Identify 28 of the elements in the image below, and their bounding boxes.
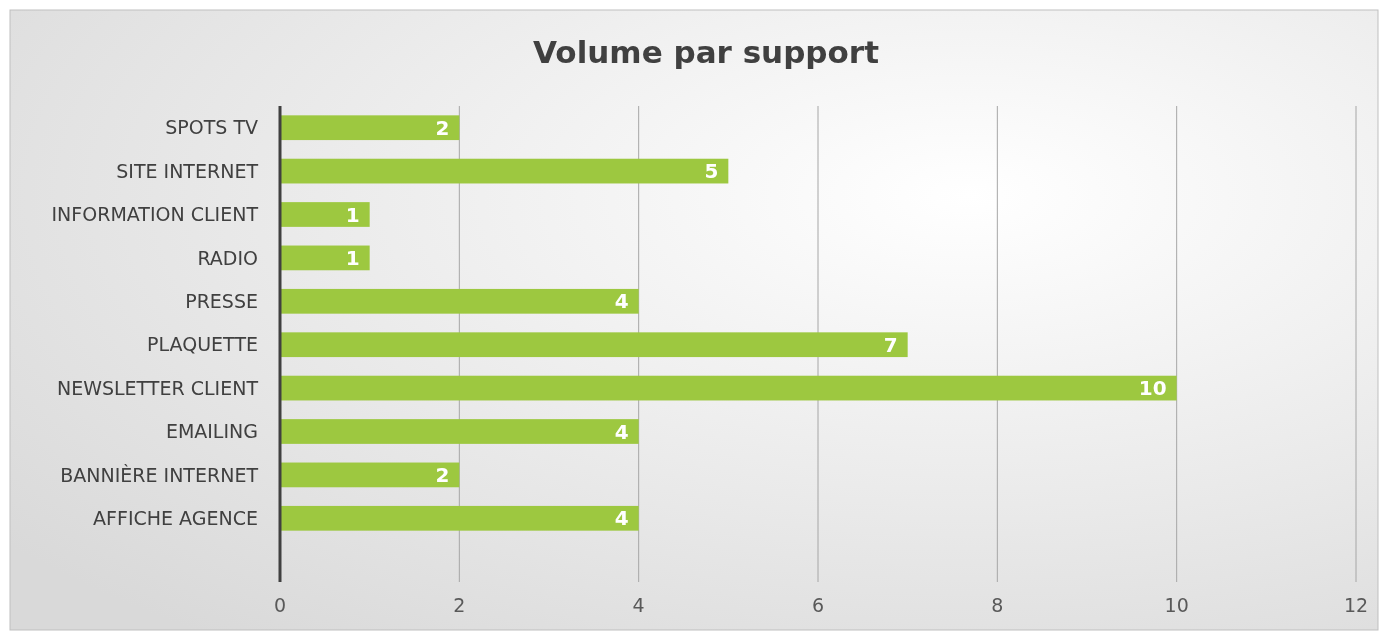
data-label: 10 xyxy=(1138,376,1167,401)
y-tick-label: NEWSLETTER CLIENT xyxy=(56,376,259,399)
x-tick-label: 10 xyxy=(1164,594,1189,616)
data-label: 4 xyxy=(614,419,629,444)
y-tick-label: AFFICHE AGENCE xyxy=(93,506,258,529)
x-tick-label: 6 xyxy=(811,594,825,616)
data-label: 4 xyxy=(614,289,629,314)
x-tick-label: 8 xyxy=(991,594,1004,616)
data-label: 1 xyxy=(345,202,360,227)
y-tick-label: PLAQUETTE xyxy=(147,333,258,356)
y-tick-label: PRESSE xyxy=(185,289,258,312)
x-tick-label: 2 xyxy=(453,594,466,616)
data-label: 7 xyxy=(883,332,898,357)
x-tick-label: 12 xyxy=(1343,594,1369,616)
data-label: 2 xyxy=(435,462,450,487)
y-tick-label: RADIO xyxy=(197,246,258,269)
data-label: 4 xyxy=(614,506,629,531)
y-tick-label: EMAILING xyxy=(165,420,258,443)
y-tick-label: SPOTS TV xyxy=(165,116,258,139)
y-tick-label: BANNIÈRE INTERNET xyxy=(60,463,259,486)
x-tick-label: 0 xyxy=(273,594,287,616)
y-tick-label: INFORMATION CLIENT xyxy=(51,203,259,226)
x-tick-label: 4 xyxy=(632,594,645,616)
y-tick-label: SITE INTERNET xyxy=(116,159,259,182)
chart-title: Volume par support xyxy=(533,33,880,70)
data-label: 2 xyxy=(435,115,450,140)
data-label: 1 xyxy=(345,245,360,270)
data-label: 5 xyxy=(704,159,719,184)
